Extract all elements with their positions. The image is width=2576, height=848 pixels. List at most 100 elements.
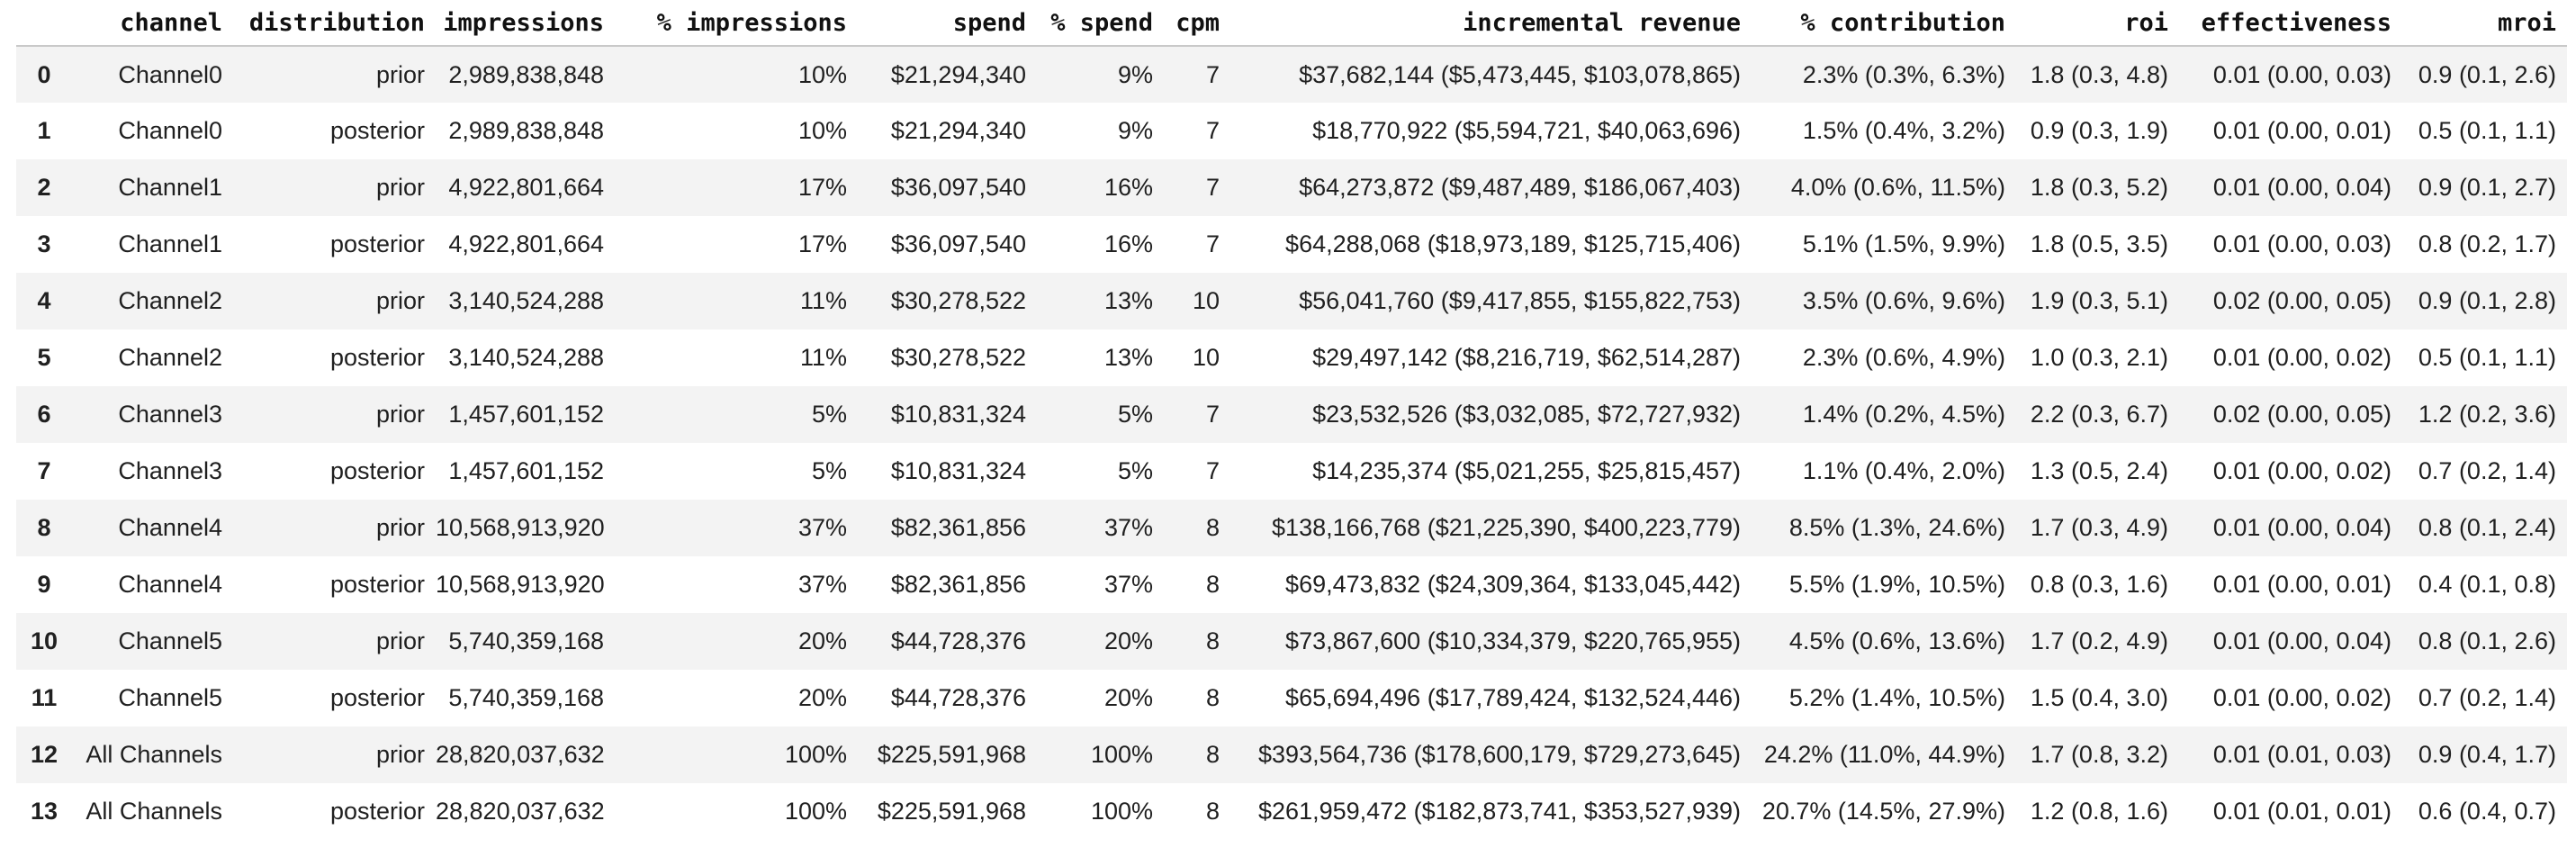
table-cell-cpm: 8 [1205, 741, 1220, 768]
table-cell-spend: $82,361,856 [890, 571, 1026, 598]
table-cell-channel: Channel5 [118, 627, 222, 654]
table-row: 11 Channel5 posterior 5,740,359,168 20% $44,7… [16, 670, 2567, 726]
table-row: 7 Channel3 posterior 1,457,601,152 5% $10,831… [16, 443, 2567, 500]
table-cell-roi: 1.7 (0.8, 3.2) [2030, 741, 2168, 768]
table-cell-pct-impressions: 10% [797, 60, 847, 88]
column-header-pct-spend: % spend [1037, 0, 1164, 47]
table-cell-pct-spend: 13% [1103, 287, 1153, 314]
table-cell-incremental-revenue: $65,694,496 ($17,789,424, $132,524,446) [1285, 684, 1741, 711]
table-cell-incremental-revenue: $64,273,872 ($9,487,489, $186,067,403) [1299, 174, 1741, 201]
table-cell-pct-spend: 16% [1103, 174, 1153, 201]
row-index: 8 [37, 514, 51, 541]
table-cell-impressions: 5,740,359,168 [448, 684, 604, 711]
table-cell-impressions: 5,740,359,168 [448, 627, 604, 654]
column-header-incremental-revenue: incremental revenue [1230, 0, 1752, 47]
table-cell-pct-spend: 37% [1103, 514, 1153, 541]
table-cell-distribution: posterior [329, 344, 425, 371]
table-cell-pct-spend: 9% [1117, 60, 1153, 88]
column-header-pct-impressions: % impressions [615, 0, 858, 47]
row-index: 3 [37, 230, 51, 257]
table-cell-channel: Channel2 [118, 344, 222, 371]
table-cell-impressions: 1,457,601,152 [448, 457, 604, 484]
row-index: 7 [37, 457, 51, 484]
table-cell-impressions: 10,568,913,920 [436, 514, 605, 541]
table-row: 1 Channel0 posterior 2,989,838,848 10% $21,29… [16, 103, 2567, 159]
table-cell-roi: 1.7 (0.2, 4.9) [2030, 627, 2168, 654]
table-cell-effectiveness: 0.01 (0.00, 0.02) [2212, 344, 2391, 371]
table-cell-roi: 1.8 (0.5, 3.5) [2030, 230, 2168, 257]
table-cell-distribution: posterior [329, 230, 425, 257]
table-cell-pct-impressions: 5% [811, 401, 847, 428]
column-header-effectiveness: effectiveness [2179, 0, 2402, 47]
table-cell-pct-spend: 100% [1090, 798, 1153, 825]
table-cell-mroi: 0.7 (0.2, 1.4) [2418, 684, 2556, 711]
table-cell-pct-contribution: 8.5% (1.3%, 24.6%) [1788, 514, 2005, 541]
table-row: 8 Channel4 prior 10,568,913,920 37% $82,361,8… [16, 500, 2567, 556]
header-row: channel distribution impressions% impressi… [16, 0, 2567, 47]
table-cell-pct-spend: 9% [1117, 117, 1153, 144]
row-index: 11 [31, 684, 58, 711]
row-index: 10 [30, 627, 59, 654]
table-cell-pct-spend: 16% [1103, 230, 1153, 257]
table-cell-incremental-revenue: $23,532,526 ($3,032,085, $72,727,932) [1312, 401, 1741, 428]
table-row: 0 Channel0 prior 2,989,838,848 10% $21,294,34… [16, 46, 2567, 103]
table-cell-pct-contribution: 20.7% (14.5%, 27.9%) [1761, 798, 2005, 825]
table-row: 13 All Channels posterior 28,820,037,632 100… [16, 783, 2567, 840]
table-cell-pct-impressions: 100% [784, 741, 847, 768]
table-cell-channel: Channel4 [118, 571, 222, 598]
table-cell-pct-impressions: 5% [811, 457, 847, 484]
table-row: 9 Channel4 posterior 10,568,913,920 37% $82,3… [16, 556, 2567, 613]
table-cell-pct-impressions: 37% [797, 571, 847, 598]
column-header-distribution: distribution [233, 0, 436, 47]
table-cell-roi: 1.0 (0.3, 2.1) [2030, 344, 2168, 371]
column-header-index [16, 0, 72, 47]
table-cell-pct-contribution: 24.2% (11.0%, 44.9%) [1763, 741, 2005, 768]
table-cell-impressions: 2,989,838,848 [448, 117, 604, 144]
table-cell-cpm: 7 [1205, 60, 1220, 88]
row-index: 13 [30, 798, 59, 825]
table-cell-incremental-revenue: $14,235,374 ($5,021,255, $25,815,457) [1312, 457, 1741, 484]
table-row: 10 Channel5 prior 5,740,359,168 20% $44,728,3… [16, 613, 2567, 670]
column-header-cpm: cpm [1164, 0, 1230, 47]
table-cell-pct-contribution: 1.1% (0.4%, 2.0%) [1802, 457, 2005, 484]
table-cell-pct-contribution: 5.1% (1.5%, 9.9%) [1802, 230, 2005, 257]
table-cell-incremental-revenue: $73,867,600 ($10,334,379, $220,765,955) [1285, 627, 1741, 654]
table-cell-pct-contribution: 4.0% (0.6%, 11.5%) [1790, 174, 2005, 201]
table-cell-impressions: 28,820,037,632 [436, 798, 605, 825]
table-cell-effectiveness: 0.01 (0.00, 0.02) [2212, 684, 2391, 711]
table-row: 5 Channel2 posterior 3,140,524,288 11% $30,27… [16, 329, 2567, 386]
table-cell-pct-spend: 100% [1090, 741, 1153, 768]
table-cell-mroi: 0.7 (0.2, 1.4) [2418, 457, 2556, 484]
table-cell-pct-spend: 5% [1117, 401, 1153, 428]
table-cell-pct-contribution: 2.3% (0.6%, 4.9%) [1802, 344, 2005, 371]
channel-summary-table: channel distribution impressions% impressi… [16, 0, 2567, 840]
table-cell-cpm: 7 [1205, 174, 1220, 201]
table-cell-pct-contribution: 4.5% (0.6%, 13.6%) [1788, 627, 2005, 654]
table-cell-roi: 1.8 (0.3, 4.8) [2030, 60, 2168, 88]
table-cell-channel: Channel0 [118, 60, 222, 88]
table-cell-pct-spend: 20% [1103, 684, 1153, 711]
table-cell-spend: $30,278,522 [890, 344, 1026, 371]
table-cell-mroi: 0.8 (0.1, 2.6) [2418, 627, 2556, 654]
table-cell-impressions: 4,922,801,664 [448, 174, 604, 201]
table-cell-spend: $10,831,324 [890, 457, 1026, 484]
table-cell-roi: 0.8 (0.3, 1.6) [2030, 571, 2168, 598]
table-cell-incremental-revenue: $138,166,768 ($21,225,390, $400,223,779) [1272, 514, 1741, 541]
table-cell-roi: 1.2 (0.8, 1.6) [2030, 798, 2168, 825]
table-cell-pct-impressions: 10% [797, 117, 847, 144]
table-cell-incremental-revenue: $69,473,832 ($24,309,364, $133,045,442) [1285, 571, 1741, 598]
table-cell-spend: $225,591,968 [877, 741, 1026, 768]
table-cell-spend: $21,294,340 [890, 60, 1026, 88]
table-cell-effectiveness: 0.01 (0.00, 0.04) [2212, 627, 2391, 654]
table-cell-cpm: 7 [1205, 117, 1220, 144]
table-cell-mroi: 0.4 (0.1, 0.8) [2418, 571, 2556, 598]
table-cell-cpm: 10 [1192, 344, 1220, 371]
table-cell-mroi: 0.9 (0.4, 1.7) [2418, 741, 2556, 768]
row-index: 1 [37, 117, 51, 144]
table-cell-channel: Channel2 [118, 287, 222, 314]
table-cell-pct-spend: 37% [1103, 571, 1153, 598]
table-cell-impressions: 2,989,838,848 [448, 60, 604, 88]
table-cell-distribution: posterior [329, 798, 425, 825]
table-cell-pct-impressions: 11% [799, 287, 847, 314]
table-cell-incremental-revenue: $29,497,142 ($8,216,719, $62,514,287) [1312, 344, 1741, 371]
